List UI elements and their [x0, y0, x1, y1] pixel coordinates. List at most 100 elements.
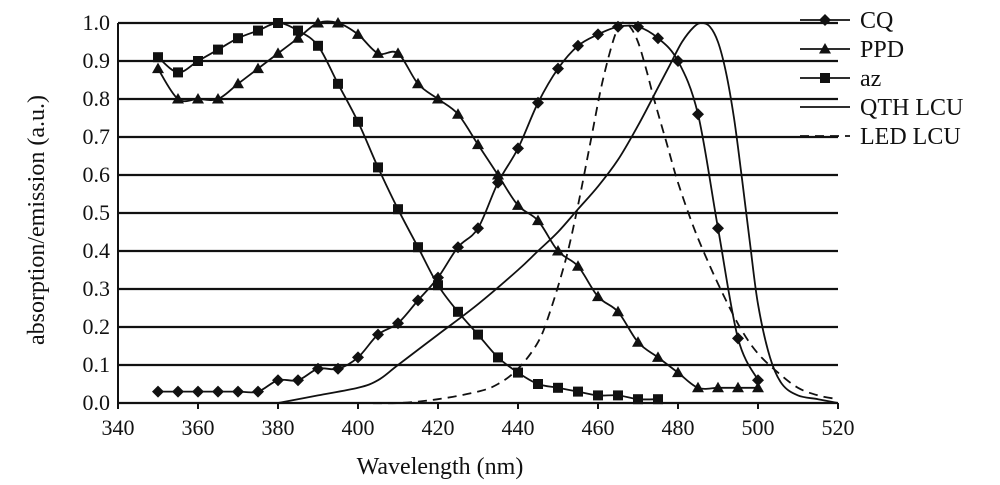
legend-marker-cq [819, 14, 831, 26]
data-point-az [613, 390, 623, 401]
grid-layer [118, 21, 838, 405]
data-point-cq [732, 332, 744, 345]
y-tick-label: 0.1 [83, 352, 111, 377]
data-point-az [173, 67, 183, 78]
data-point-ppd [692, 381, 704, 393]
x-tick-label: 480 [662, 415, 695, 440]
series-layer [152, 17, 839, 405]
data-point-az [273, 18, 283, 28]
series-az [153, 18, 663, 405]
data-point-cq [152, 385, 164, 398]
data-point-cq [292, 374, 304, 387]
plot-frame [117, 23, 839, 409]
data-point-az [553, 382, 563, 393]
data-point-az [373, 162, 383, 173]
data-point-ppd [312, 17, 324, 28]
y-tick-label: 0.3 [83, 276, 111, 301]
x-tick-label: 500 [742, 415, 775, 440]
data-point-az [493, 352, 503, 363]
legend-label-qth-lcu: QTH LCU [860, 95, 963, 121]
data-point-cq [692, 108, 704, 121]
data-point-az [473, 329, 483, 340]
data-point-cq [592, 28, 604, 41]
data-point-az [633, 394, 643, 405]
data-point-ppd [632, 336, 644, 347]
x-axis-title: Wavelength (nm) [357, 454, 524, 480]
data-point-ppd [552, 245, 564, 256]
data-point-ppd [232, 77, 244, 89]
series-line-ppd [157, 20, 758, 390]
data-point-ppd [292, 32, 304, 43]
legend-marker-ppd [819, 43, 831, 54]
data-point-cq [332, 362, 344, 375]
data-point-az [353, 116, 363, 127]
data-point-ppd [192, 93, 204, 104]
data-point-cq [712, 222, 724, 235]
data-point-ppd [532, 214, 544, 226]
data-point-cq [652, 32, 664, 45]
y-axis-title: absorption/emission (a.u.) [24, 95, 50, 345]
x-tick-label: 460 [582, 415, 615, 440]
data-point-ppd [612, 305, 624, 317]
data-point-cq [512, 142, 524, 155]
y-tick-label: 0.7 [83, 124, 111, 149]
data-point-cq [352, 351, 364, 364]
series-line-cq [158, 24, 759, 394]
data-point-cq [312, 362, 324, 375]
series-cq [152, 20, 764, 398]
data-point-ppd [752, 381, 764, 393]
legend-label-az: az [860, 66, 881, 92]
y-tick-label: 0.6 [83, 162, 111, 187]
data-point-ppd [332, 17, 344, 28]
data-point-az [333, 78, 343, 89]
data-point-ppd [472, 138, 484, 150]
series-ppd [152, 17, 764, 393]
data-point-cq [412, 294, 424, 307]
data-point-az [453, 306, 463, 317]
data-point-az [153, 52, 163, 63]
data-point-cq [552, 62, 564, 75]
data-point-ppd [572, 260, 584, 271]
data-point-cq [372, 328, 384, 341]
series-qth-lcu [277, 22, 839, 404]
data-point-ppd [412, 77, 424, 89]
data-point-ppd [432, 93, 444, 104]
legend-label-cq: CQ [860, 8, 893, 34]
data-point-ppd [672, 366, 684, 378]
data-point-ppd [712, 381, 724, 393]
y-tick-label: 0.8 [83, 86, 111, 111]
data-point-ppd [152, 62, 164, 74]
data-point-cq [172, 385, 184, 398]
data-point-az [573, 386, 583, 397]
y-tick-label: 0.0 [83, 390, 111, 415]
data-point-az [293, 25, 303, 36]
legend-marker-az [820, 73, 830, 83]
series-line-az [157, 22, 659, 401]
data-point-ppd [352, 28, 364, 39]
x-tick-label: 440 [502, 415, 535, 440]
legend-label-led-lcu: LED LCU [860, 124, 961, 150]
data-point-ppd [372, 47, 384, 58]
legend: CQ PPD az QTH LCU LED LCU [800, 8, 963, 150]
x-tick-label: 420 [422, 415, 455, 440]
data-point-ppd [172, 93, 184, 104]
data-point-cq [472, 222, 484, 235]
x-tick-label: 380 [262, 415, 295, 440]
y-tick-label: 0.9 [83, 48, 111, 73]
data-point-cq [632, 20, 644, 33]
data-point-cq [752, 374, 764, 387]
data-point-ppd [272, 47, 284, 58]
data-point-az [593, 390, 603, 401]
data-point-ppd [592, 290, 604, 302]
data-point-cq [452, 241, 464, 254]
data-point-az [413, 242, 423, 253]
data-point-ppd [452, 108, 464, 119]
data-point-cq [212, 385, 224, 398]
data-point-az [193, 56, 203, 66]
data-point-cq [252, 385, 264, 398]
data-point-ppd [652, 351, 664, 362]
data-point-az [313, 40, 323, 51]
data-point-ppd [252, 62, 264, 74]
x-tick-label: 520 [822, 415, 855, 440]
